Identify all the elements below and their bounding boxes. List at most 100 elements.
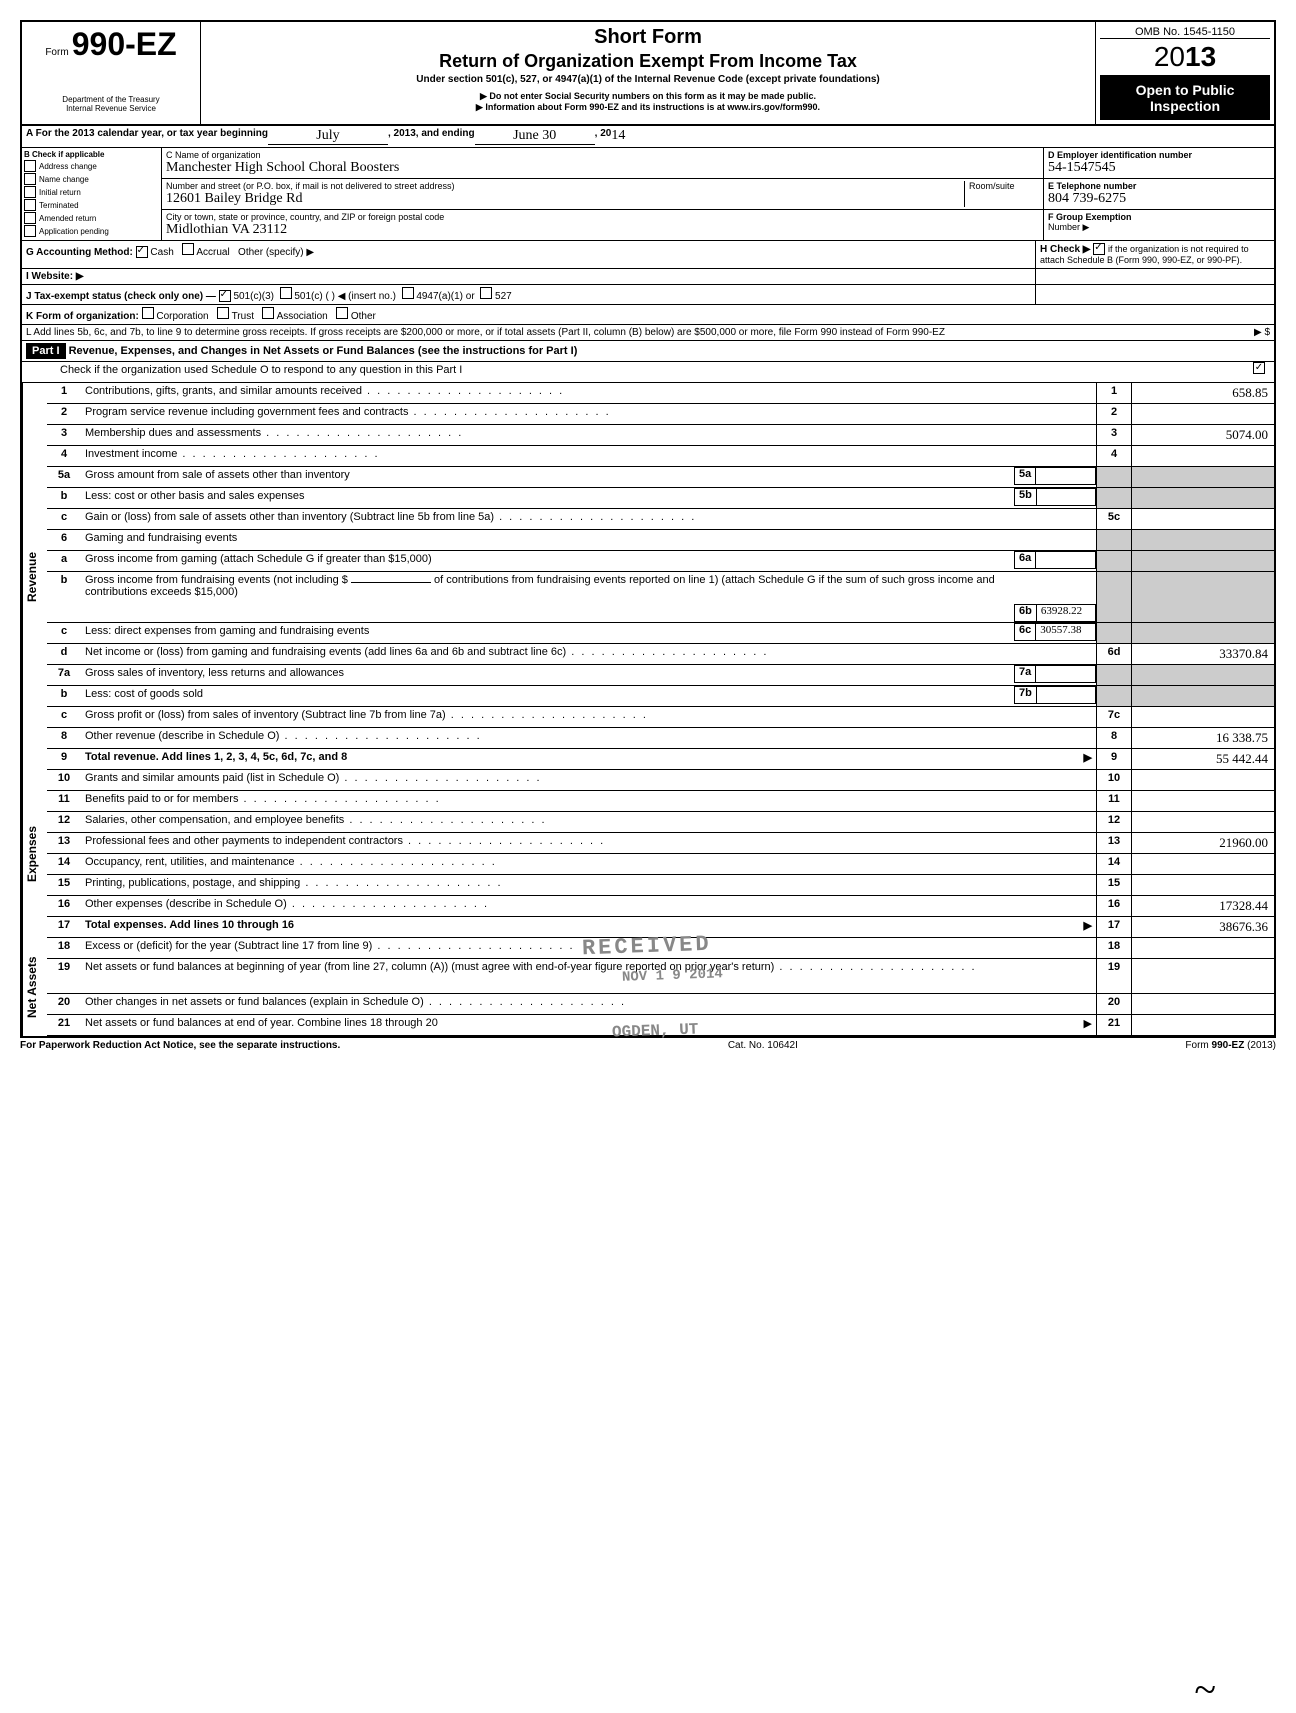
line15-desc: Printing, publications, postage, and shi… [81,875,1096,895]
part1-title: Revenue, Expenses, and Changes in Net As… [69,345,578,357]
form-prefix: Form [45,47,68,58]
line18-amt[interactable] [1132,938,1274,958]
line9-amt[interactable]: 55 442.44 [1132,749,1274,769]
line21-desc: Net assets or fund balances at end of ye… [81,1015,1096,1035]
section-def: D Employer identification number 54-1547… [1044,148,1274,240]
line5c-amt[interactable] [1132,509,1274,529]
info-grid: B Check if applicable Address change Nam… [22,148,1274,241]
line6c-amt[interactable]: 30557.38 [1036,624,1095,640]
section-a-year-suffix: , 20 [595,128,612,145]
tax-exempt-label: J Tax-exempt status (check only one) — [26,291,216,302]
irs-label: Internal Revenue Service [30,104,192,113]
check-4947[interactable] [402,287,414,299]
row-l: L Add lines 5b, 6c, and 7b, to line 9 to… [22,325,1274,341]
line6d-amt[interactable]: 33370.84 [1132,644,1274,664]
check-amended[interactable]: Amended return [24,212,159,224]
check-schedule-o[interactable] [1253,362,1265,374]
line6a-desc: Gross income from gaming (attach Schedul… [81,551,1014,571]
line4-amt[interactable] [1132,446,1274,466]
line7a-amt[interactable] [1036,666,1095,682]
footer-mid: Cat. No. 10642I [728,1040,798,1051]
check-name-change[interactable]: Name change [24,173,159,185]
omb-cell: OMB No. 1545-1150 2013 Open to Public In… [1096,22,1274,124]
tax-year-end[interactable]: June 30 [475,128,595,145]
row-i: I Website: ▶ [22,269,1274,285]
opt-4947: 4947(a)(1) or [416,291,474,302]
check-label: Initial return [39,188,81,197]
line17-desc: Total expenses. Add lines 10 through 16 … [81,917,1096,937]
row-k: K Form of organization: Corporation Trus… [22,305,1274,325]
footer: For Paperwork Reduction Act Notice, see … [20,1038,1276,1053]
part1-check-text: Check if the organization used Schedule … [56,362,1244,382]
line15-amt[interactable] [1132,875,1274,895]
check-accrual[interactable] [182,243,194,255]
check-schedule-b[interactable] [1093,243,1105,255]
line13-amt[interactable]: 21960.00 [1132,833,1274,853]
line3-amt[interactable]: 5074.00 [1132,425,1274,445]
check-label: Name change [39,175,89,184]
header-row: Form 990-EZ Department of the Treasury I… [22,22,1274,126]
org-name[interactable]: Manchester High School Choral Boosters [166,160,1039,176]
line1-desc: Contributions, gifts, grants, and simila… [81,383,1096,403]
line16-amt[interactable]: 17328.44 [1132,896,1274,916]
revenue-section: Revenue 1Contributions, gifts, grants, a… [22,383,1274,770]
line14-desc: Occupancy, rent, utilities, and maintena… [81,854,1096,874]
line8-amt[interactable]: 16 338.75 [1132,728,1274,748]
side-net-assets: Net Assets [22,938,47,1036]
ein-value[interactable]: 54-1547545 [1048,160,1270,176]
side-expenses: Expenses [22,770,47,938]
accrual-label: Accrual [196,247,229,258]
line14-amt[interactable] [1132,854,1274,874]
line5b-amt[interactable] [1037,489,1095,505]
footer-left: For Paperwork Reduction Act Notice, see … [20,1040,340,1051]
section-h-label: H Check ▶ [1040,244,1090,255]
expenses-section: Expenses 10Grants and similar amounts pa… [22,770,1274,938]
check-address-change[interactable]: Address change [24,160,159,172]
line6c-desc: Less: direct expenses from gaming and fu… [81,623,1014,643]
check-assoc[interactable] [262,307,274,319]
line19-amt[interactable] [1132,959,1274,993]
org-city[interactable]: Midlothian VA 23112 [166,222,1039,238]
check-other[interactable] [336,307,348,319]
section-l-text: L Add lines 5b, 6c, and 7b, to line 9 to… [26,327,945,338]
check-terminated[interactable]: Terminated [24,199,159,211]
section-b: B Check if applicable Address change Nam… [22,148,162,240]
line5c-desc: Gain or (loss) from sale of assets other… [81,509,1096,529]
line16-desc: Other expenses (describe in Schedule O) [81,896,1096,916]
line20-amt[interactable] [1132,994,1274,1014]
line2-amt[interactable] [1132,404,1274,424]
line6-desc: Gaming and fundraising events [81,530,1096,550]
tax-year-begin[interactable]: July [268,128,388,145]
line11-amt[interactable] [1132,791,1274,811]
open-public-badge: Open to Public Inspection [1100,75,1270,120]
line10-amt[interactable] [1132,770,1274,790]
line6b-amt[interactable]: 63928.22 [1037,605,1095,621]
tax-year-end-yy[interactable]: 14 [611,128,625,145]
line12-amt[interactable] [1132,812,1274,832]
other-label: Other (specify) ▶ [238,247,314,258]
line7b-amt[interactable] [1037,687,1095,703]
check-trust[interactable] [217,307,229,319]
line1-amt[interactable]: 658.85 [1132,383,1274,403]
line18-desc: Excess or (deficit) for the year (Subtra… [81,938,1096,958]
line7c-amt[interactable] [1132,707,1274,727]
form-990ez: Form 990-EZ Department of the Treasury I… [20,20,1276,1038]
check-pending[interactable]: Application pending [24,225,159,237]
check-501c[interactable] [280,287,292,299]
line21-amt[interactable] [1132,1015,1274,1035]
group-exempt-label: F Group Exemption [1048,212,1132,222]
check-527[interactable] [480,287,492,299]
phone-value[interactable]: 804 739-6275 [1048,191,1270,207]
footer-right: Form 990-EZ (2013) [1185,1040,1276,1051]
section-c: C Name of organization Manchester High S… [162,148,1044,240]
check-initial-return[interactable]: Initial return [24,186,159,198]
room-label: Room/suite [964,181,1039,207]
line6a-amt[interactable] [1036,552,1095,568]
org-address[interactable]: 12601 Bailey Bridge Rd [166,191,964,207]
check-cash[interactable] [136,246,148,258]
line5a-amt[interactable] [1036,468,1095,484]
check-corp[interactable] [142,307,154,319]
check-501c3[interactable] [219,290,231,302]
line17-amt[interactable]: 38676.36 [1132,917,1274,937]
check-label: Application pending [39,227,109,236]
